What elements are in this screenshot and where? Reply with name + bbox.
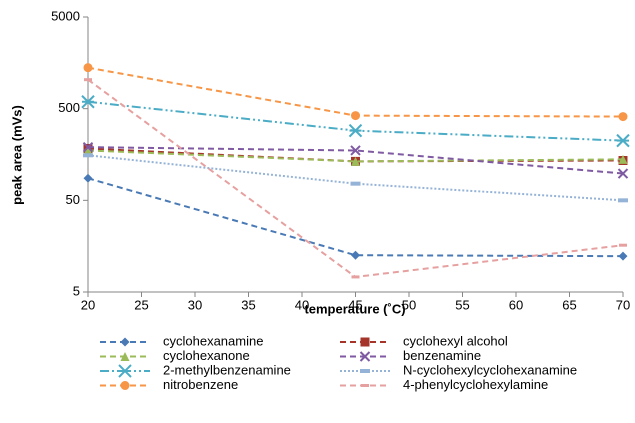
x-tick-label: 65 [562, 297, 576, 312]
marker [617, 168, 629, 179]
x-tick-label: 35 [241, 297, 255, 312]
x-tick-label: 45 [348, 297, 362, 312]
legend-marker [118, 364, 132, 378]
y-tick-label: 5 [73, 283, 80, 298]
marker [83, 153, 93, 158]
marker [618, 154, 628, 164]
x-tick-label: 50 [402, 297, 416, 312]
marker [83, 63, 93, 73]
legend-label: cyclohexyl alcohol [403, 333, 508, 348]
y-tick-label: 5000 [51, 8, 80, 23]
legend-marker [120, 352, 130, 361]
marker [350, 181, 361, 186]
legend-marker [359, 351, 371, 362]
series-line [87, 78, 624, 278]
marker [618, 251, 628, 261]
marker [618, 112, 628, 122]
marker [351, 156, 360, 166]
legend-label: nitrobenzene [163, 377, 238, 392]
legend-marker [360, 369, 370, 373]
x-tick-label: 70 [616, 297, 630, 312]
legend-label: cyclohexanamine [163, 333, 263, 348]
marker [616, 133, 630, 148]
series-line [87, 66, 624, 118]
marker [619, 243, 627, 247]
marker [81, 95, 95, 109]
marker [351, 275, 360, 279]
legend-label: 4-phenylcyclohexylamine [403, 377, 548, 392]
legend-marker [360, 337, 370, 347]
marker [350, 145, 361, 156]
legend-label: N-cyclohexylcyclohexanamine [403, 362, 577, 377]
legend-marker [361, 384, 369, 387]
x-axis-title: temperature (˚C) [304, 301, 405, 316]
legend-label: cyclohexanone [163, 348, 250, 363]
x-tick-label: 40 [295, 297, 309, 312]
legend-label: benzenamine [403, 348, 481, 363]
marker [618, 198, 628, 203]
marker [351, 250, 360, 260]
x-tick-label: 55 [455, 297, 469, 312]
x-tick-label: 20 [81, 297, 95, 312]
legend-label: 2-methylbenzenamine [163, 362, 291, 377]
y-tick-label: 50 [66, 192, 80, 207]
y-axis-title: peak area (mVs) [9, 105, 24, 205]
y-tick-label: 500 [58, 100, 80, 115]
marker [83, 173, 93, 183]
marker [83, 145, 93, 155]
marker [351, 111, 360, 121]
legend-marker [120, 337, 130, 347]
marker [84, 78, 92, 82]
marker [348, 123, 363, 138]
series-line [87, 177, 624, 258]
x-tick-label: 30 [188, 297, 202, 312]
marker [82, 141, 94, 153]
x-tick-label: 60 [509, 297, 523, 312]
x-tick-label: 25 [134, 297, 148, 312]
legend-marker [120, 381, 130, 390]
series-line [87, 100, 624, 142]
